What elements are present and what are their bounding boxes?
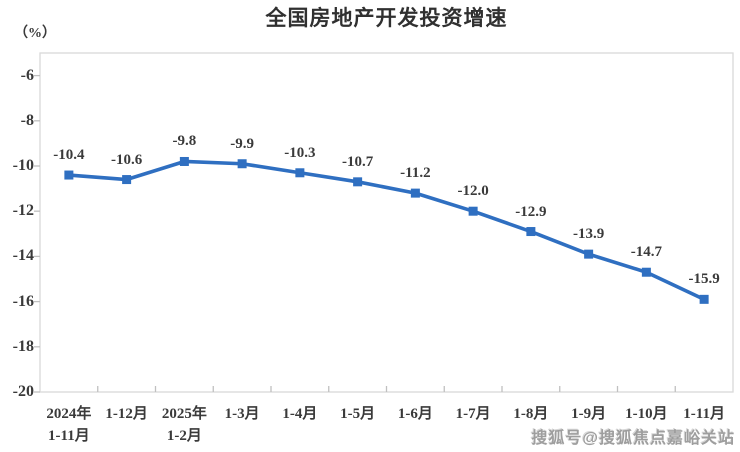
x-axis-label-line: 1-7月 (455, 406, 491, 422)
x-axis-label: 1-5月 (323, 403, 393, 425)
x-axis-label-line: 2025年 (161, 406, 207, 422)
data-point-marker (526, 227, 536, 237)
x-axis-label-line: 2024年 (46, 406, 92, 422)
data-point-label: -11.2 (400, 165, 431, 182)
data-point-label: -10.6 (111, 151, 143, 168)
x-axis-label: 2024年 1-11月 (34, 403, 104, 447)
data-point-label: -15.9 (688, 271, 720, 288)
y-axis-tick-label: -14 (12, 247, 34, 265)
x-axis-label: 1-6月 (380, 403, 450, 425)
data-point-label: -9.8 (172, 133, 197, 150)
y-axis-tick-label: -6 (20, 66, 34, 84)
x-axis-label-line: 1-9月 (571, 406, 607, 422)
x-axis-label: 1-12月 (92, 403, 162, 425)
x-axis-label: 1-8月 (496, 403, 566, 425)
y-axis-unit-label: （%） (14, 26, 56, 41)
y-axis-tick-label: -10 (12, 157, 34, 174)
data-point-marker (237, 159, 247, 169)
data-point-marker (584, 249, 594, 259)
data-point-marker (699, 294, 709, 304)
x-axis-label: 1-10月 (611, 403, 681, 425)
data-point-label: -9.9 (230, 135, 254, 152)
data-point-label: -12.9 (515, 203, 547, 220)
data-point-label: -12.0 (457, 183, 489, 200)
chart-title: 全国房地产开发投资增速 (265, 7, 508, 30)
watermark-text: 搜狐号@搜狐焦点嘉峪关站 (531, 430, 735, 447)
x-axis-label-line: 1-2月 (166, 428, 202, 444)
x-axis-label: 2025年 1-2月 (149, 403, 219, 447)
y-axis-tick-label: -8 (20, 111, 34, 129)
x-axis-label-line: 1-11月 (683, 406, 725, 422)
x-axis-label: 1-7月 (438, 403, 508, 425)
data-point-marker (641, 267, 651, 277)
data-point-label: -10.3 (284, 144, 316, 161)
x-axis-label: 1-3月 (207, 403, 277, 425)
data-point-marker (295, 168, 305, 178)
y-axis-tick-label: -16 (12, 292, 34, 310)
x-axis-label-line: 1-5月 (340, 406, 376, 422)
x-axis-label: 1-9月 (554, 403, 624, 425)
data-point-marker (64, 170, 74, 180)
x-axis-label: 1-4月 (265, 403, 335, 425)
data-point-label: -14.7 (630, 244, 662, 261)
x-axis-label-line: 1-3月 (224, 406, 260, 422)
y-axis-tick-label: -18 (12, 337, 34, 355)
x-axis-label-line: 1-10月 (625, 406, 668, 422)
x-axis-label-line: 1-8月 (513, 406, 549, 422)
data-point-label: -10.4 (53, 147, 85, 164)
x-axis-label-line: 1-12月 (105, 406, 148, 422)
x-axis-label-line: 1-6月 (397, 406, 433, 422)
data-point-label: -13.9 (573, 226, 605, 243)
data-point-marker (122, 175, 132, 185)
x-axis-label-line: 1-4月 (282, 406, 318, 422)
y-axis-tick-label: -12 (12, 202, 34, 220)
x-axis-label: 1-11月 (669, 403, 739, 425)
data-point-marker (353, 177, 363, 187)
data-point-marker (410, 188, 420, 198)
y-axis-tick-label: -20 (12, 383, 34, 400)
data-point-label: -10.7 (342, 153, 374, 170)
trend-line (67, 159, 706, 302)
data-point-marker (179, 156, 189, 166)
plot-area-border (39, 52, 734, 393)
data-point-marker (468, 206, 478, 216)
x-axis-label-line: 1-11月 (48, 428, 90, 444)
